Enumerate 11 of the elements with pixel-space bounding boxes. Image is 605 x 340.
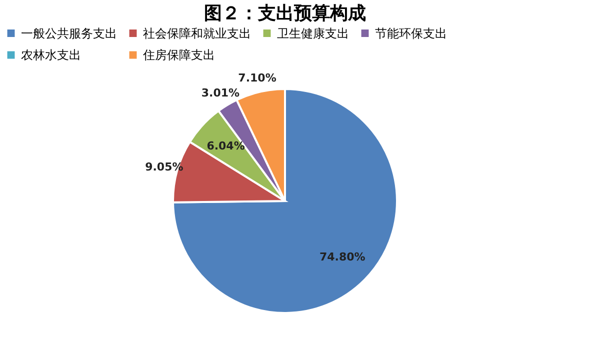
data-label: 74.80% <box>319 250 366 264</box>
legend-label: 住房保障支出 <box>142 48 215 62</box>
legend-label: 社会保障和就业支出 <box>143 26 251 40</box>
legend-label: 卫生健康支出 <box>277 26 349 40</box>
data-label: 7.10% <box>238 72 276 85</box>
chart-title: 图２：支出预算构成 <box>204 3 366 24</box>
data-label: 3.01% <box>201 86 240 100</box>
data-label: 6.04% <box>206 139 245 152</box>
legend-label: 农林水支出 <box>21 48 81 62</box>
legend-label: 节能环保支出 <box>375 26 447 40</box>
legend-label: 一般公共服务支出 <box>21 26 117 40</box>
